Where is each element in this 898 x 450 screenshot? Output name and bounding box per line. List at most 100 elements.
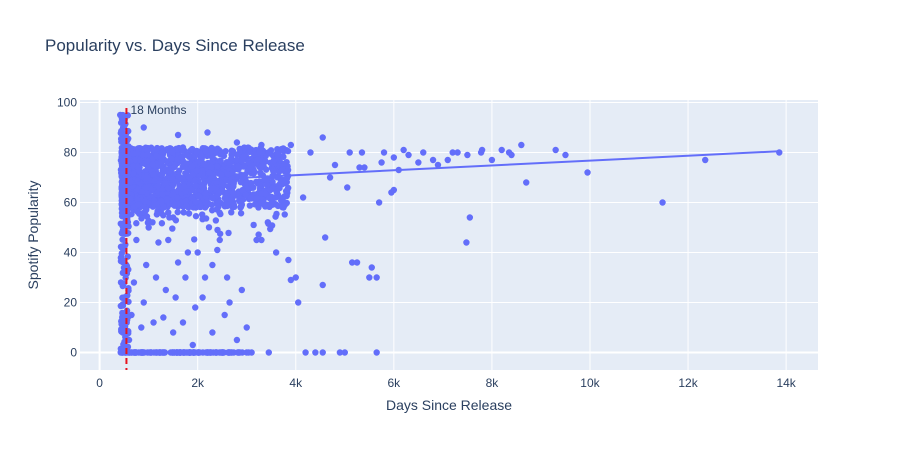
data-point <box>420 149 427 156</box>
data-point <box>143 184 150 191</box>
chart-title: Popularity vs. Days Since Release <box>45 36 305 55</box>
data-point <box>274 151 282 158</box>
data-point <box>498 146 505 154</box>
data-point <box>228 196 235 204</box>
data-point <box>230 201 238 209</box>
data-point <box>118 213 126 220</box>
data-point <box>119 312 126 320</box>
data-point <box>237 210 245 217</box>
data-point <box>215 190 223 197</box>
data-point <box>119 229 126 236</box>
data-point <box>449 149 456 156</box>
data-point <box>238 286 246 294</box>
data-point <box>208 207 216 214</box>
data-point <box>463 239 470 246</box>
data-point <box>272 213 279 220</box>
data-point <box>171 349 178 356</box>
data-point <box>163 196 170 203</box>
data-point <box>284 147 292 155</box>
data-point <box>174 259 182 266</box>
data-point <box>262 158 269 165</box>
data-point <box>336 349 344 356</box>
x-tick-label: 2k <box>191 376 205 390</box>
data-point <box>179 319 187 326</box>
data-point <box>168 155 175 162</box>
data-point <box>405 151 412 159</box>
data-point <box>153 211 161 218</box>
data-point <box>233 151 241 158</box>
data-point <box>226 161 233 168</box>
x-tick-label: 14k <box>776 376 796 390</box>
data-point <box>434 161 442 169</box>
y-tick-label: 20 <box>64 296 78 310</box>
data-point <box>375 199 383 206</box>
x-tick-labels: 0 2k 4k 6k 8k 10k 12k 14k <box>96 376 797 390</box>
data-point <box>186 349 193 356</box>
data-point <box>190 236 198 243</box>
data-point <box>212 349 219 356</box>
data-point <box>251 201 259 208</box>
data-point <box>176 349 184 356</box>
data-point <box>183 160 190 167</box>
data-point <box>319 349 326 356</box>
data-point <box>209 261 216 269</box>
data-point <box>188 163 196 171</box>
data-point <box>281 168 289 176</box>
data-point <box>192 304 199 311</box>
data-point <box>224 170 231 178</box>
data-point <box>226 178 234 185</box>
data-point <box>118 243 126 250</box>
x-tick-label: 8k <box>486 376 500 390</box>
data-point <box>276 184 283 192</box>
data-point <box>444 156 451 164</box>
data-point <box>120 280 127 287</box>
data-point <box>244 144 252 151</box>
data-point <box>361 164 368 171</box>
data-point <box>182 170 189 177</box>
data-point <box>120 196 127 203</box>
data-point <box>321 234 329 241</box>
data-point <box>251 168 258 175</box>
data-point <box>390 154 398 161</box>
data-point <box>518 141 525 149</box>
data-point <box>312 349 319 356</box>
data-point <box>171 201 178 208</box>
data-point <box>278 145 285 153</box>
data-point <box>218 171 225 178</box>
data-point <box>138 324 145 331</box>
reference-line-group: 18 Months <box>125 103 186 370</box>
data-point <box>302 349 309 356</box>
data-point <box>174 208 181 216</box>
data-point <box>132 349 140 356</box>
x-axis-title: Days Since Release <box>386 397 512 413</box>
data-point <box>192 198 200 205</box>
data-point <box>165 209 172 216</box>
data-point <box>215 203 222 210</box>
data-point <box>388 189 395 196</box>
data-point <box>429 156 437 164</box>
data-point <box>155 239 162 246</box>
data-point <box>144 151 152 158</box>
data-point <box>229 169 236 177</box>
data-point <box>341 349 348 356</box>
data-point <box>380 149 388 156</box>
data-point <box>255 231 262 238</box>
data-point <box>177 145 185 153</box>
data-point <box>185 210 193 217</box>
data-point <box>243 324 250 331</box>
data-point <box>202 147 209 155</box>
data-point <box>119 188 127 195</box>
data-point <box>220 181 228 189</box>
data-point <box>415 159 422 166</box>
data-point <box>204 129 211 136</box>
data-point <box>183 202 190 209</box>
x-tick-label: 12k <box>678 376 698 390</box>
data-point <box>242 191 250 199</box>
data-point <box>182 274 189 281</box>
data-point <box>348 259 356 266</box>
data-point <box>209 154 216 162</box>
data-point <box>214 226 221 234</box>
data-point <box>138 349 146 356</box>
data-point <box>250 151 258 158</box>
data-point <box>192 182 199 189</box>
